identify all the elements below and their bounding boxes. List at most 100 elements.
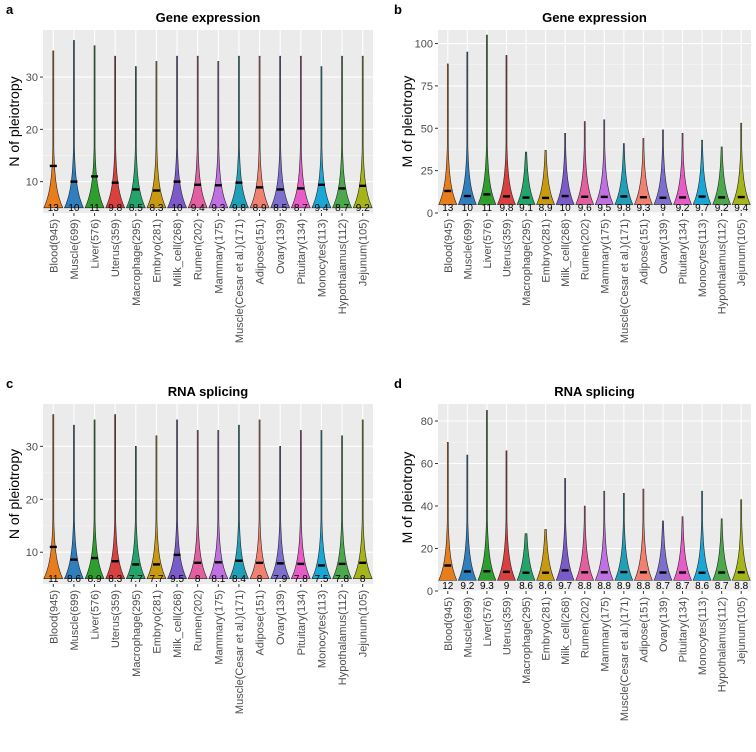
mean-label: 10 bbox=[560, 203, 572, 214]
y-tick-label: 75 bbox=[421, 81, 433, 93]
y-axis-label: N of pleiotropy bbox=[6, 449, 22, 539]
mean-label: 9.6 bbox=[578, 203, 592, 214]
mean-label: 8 bbox=[257, 574, 263, 585]
violin bbox=[633, 138, 653, 205]
violin bbox=[43, 414, 64, 580]
violin bbox=[594, 119, 614, 205]
violin bbox=[575, 121, 595, 205]
mean-label: 8.1 bbox=[211, 574, 225, 585]
violin bbox=[187, 55, 208, 209]
mean-label: 8.7 bbox=[335, 203, 349, 214]
mean-label: 9.3 bbox=[480, 581, 494, 592]
y-tick-label: 20 bbox=[26, 494, 38, 506]
violin bbox=[653, 520, 673, 581]
mean-label: 9.7 bbox=[558, 581, 572, 592]
violin bbox=[555, 133, 575, 205]
violin bbox=[633, 488, 653, 581]
x-tick-label: Liver(576) bbox=[482, 597, 494, 647]
x-tick-label: Macrophage(295) bbox=[521, 597, 533, 684]
x-tick-label: Jejunum(105) bbox=[358, 590, 370, 657]
x-tick-label: Rumen(202) bbox=[193, 219, 205, 280]
violin bbox=[352, 55, 373, 209]
violin bbox=[146, 61, 167, 209]
mean-label: 10 bbox=[172, 203, 184, 214]
violin bbox=[270, 446, 291, 580]
violin bbox=[555, 478, 575, 581]
mean-label: 9.2 bbox=[676, 203, 690, 214]
violin bbox=[692, 139, 712, 205]
violin bbox=[497, 450, 516, 581]
violin bbox=[167, 419, 188, 580]
panel-d: d RNA splicing 0 20 40 60 80 M of pleiotropy 12 B… bbox=[394, 376, 751, 721]
y-tick-label: 30 bbox=[26, 441, 38, 453]
panel-c: c RNA splicing 10 20 30 N of pleiotropy 11 Bloo… bbox=[6, 376, 373, 714]
violin bbox=[43, 50, 64, 209]
y-tick-label: 20 bbox=[421, 544, 433, 556]
mean-label: 8.7 bbox=[715, 581, 729, 592]
violin bbox=[457, 454, 477, 581]
x-tick-label: Hypothalamus(112) bbox=[717, 597, 729, 692]
mean-label: 11 bbox=[482, 203, 493, 214]
violin bbox=[311, 66, 332, 209]
panel-letter: d bbox=[394, 376, 402, 391]
mean-label: 7.7 bbox=[149, 574, 163, 585]
violin bbox=[673, 133, 692, 205]
x-tick-label: Hypothalamus(112) bbox=[337, 219, 349, 314]
x-tick-label: Jejunum(105) bbox=[358, 219, 370, 286]
violin bbox=[438, 63, 458, 205]
x-tick-label: Macrophage(295) bbox=[131, 219, 143, 306]
violin bbox=[146, 435, 167, 580]
mean-label: 9.2 bbox=[715, 203, 729, 214]
x-tick-label: Pituitary(134) bbox=[678, 597, 690, 662]
x-tick-label: Milk_cell(268) bbox=[560, 597, 572, 665]
mean-label: 9.3 bbox=[211, 203, 225, 214]
x-tick-label: Monocytes(113) bbox=[697, 597, 709, 675]
violin bbox=[712, 518, 732, 581]
y-axis-label: M of pleiotropy bbox=[399, 452, 415, 544]
violin bbox=[105, 414, 126, 580]
mean-label: 8.6 bbox=[695, 581, 709, 592]
x-tick-label: Embryo(281) bbox=[541, 219, 553, 283]
violin bbox=[290, 430, 311, 580]
violin bbox=[270, 55, 291, 209]
mean-label: 8.9 bbox=[617, 581, 631, 592]
mean-label: 8.5 bbox=[273, 203, 287, 214]
x-tick-label: Uterus(359) bbox=[501, 219, 513, 277]
x-tick-label: Muscle(699) bbox=[69, 590, 81, 651]
x-tick-label: Milk_cell(268) bbox=[172, 219, 184, 287]
y-tick-label: 20 bbox=[26, 124, 38, 136]
mean-label: 9.8 bbox=[500, 203, 514, 214]
x-tick-label: Mammary(175) bbox=[213, 590, 225, 665]
mean-label: 9.8 bbox=[108, 203, 122, 214]
x-tick-label: Jejunum(105) bbox=[736, 597, 748, 664]
mean-label: 9.2 bbox=[460, 581, 474, 592]
mean-label: 8 bbox=[195, 574, 201, 585]
violin bbox=[84, 419, 105, 580]
plot-background bbox=[43, 404, 373, 584]
mean-label: 10 bbox=[68, 203, 80, 214]
mean-label: 9.8 bbox=[232, 203, 246, 214]
x-tick-label: Liver(576) bbox=[482, 219, 494, 269]
mean-label: 9 bbox=[660, 203, 666, 214]
x-tick-label: Milk_cell(268) bbox=[560, 219, 572, 287]
x-tick-label: Adipose(151) bbox=[638, 219, 650, 284]
x-tick-label: Hypothalamus(112) bbox=[717, 219, 729, 314]
violin bbox=[477, 410, 497, 581]
violin bbox=[516, 533, 536, 581]
mean-label: 7.5 bbox=[314, 574, 328, 585]
mean-label: 8.3 bbox=[108, 574, 122, 585]
violin bbox=[438, 441, 458, 581]
mean-label: 10 bbox=[462, 203, 474, 214]
x-tick-label: Uterus(359) bbox=[501, 597, 513, 655]
violin bbox=[497, 55, 516, 205]
y-tick-label: 40 bbox=[421, 501, 433, 513]
mean-label: 8.9 bbox=[539, 203, 553, 214]
mean-label: 11 bbox=[89, 203, 100, 214]
violin bbox=[614, 492, 634, 581]
y-tick-label: 10 bbox=[26, 177, 38, 189]
chart-title: Gene expression bbox=[542, 10, 647, 25]
violin bbox=[311, 430, 332, 580]
mean-label: 9 bbox=[504, 581, 510, 592]
